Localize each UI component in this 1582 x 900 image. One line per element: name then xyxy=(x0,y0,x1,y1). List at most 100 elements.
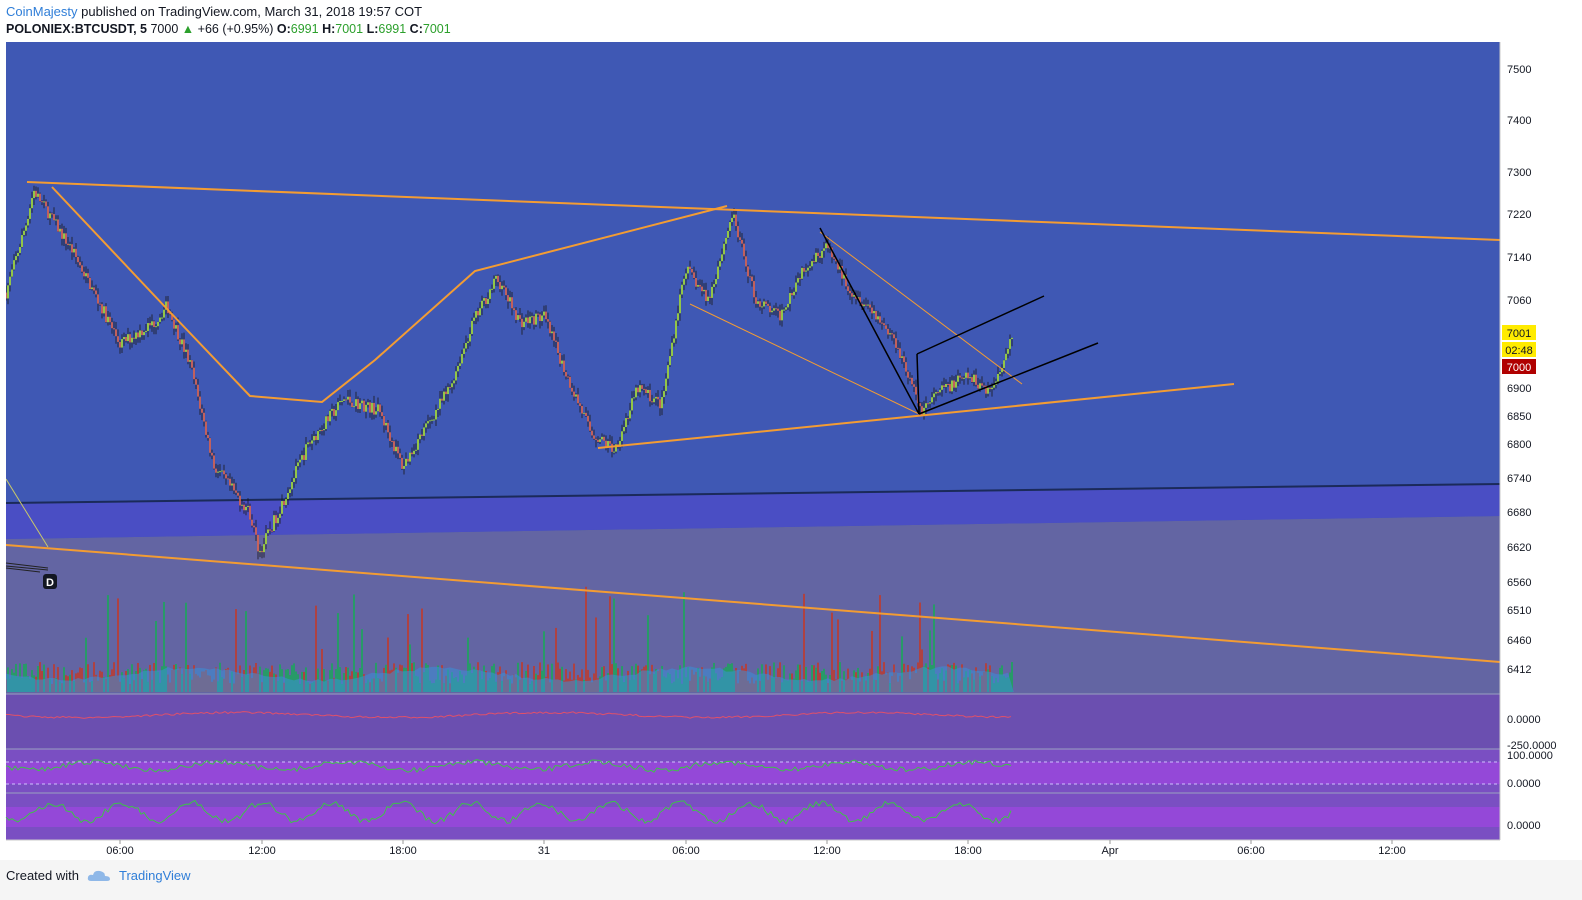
candle-body xyxy=(965,372,967,378)
open-value: 6991 xyxy=(290,22,319,36)
flag-left xyxy=(916,353,920,415)
candle-body xyxy=(787,303,789,308)
candle-body xyxy=(767,303,769,306)
volume-bar xyxy=(407,614,409,692)
tradingview-cloud-icon xyxy=(87,870,110,881)
candle-body xyxy=(449,387,451,389)
candle-body xyxy=(193,367,195,380)
volume-bar xyxy=(387,637,389,692)
candle-body xyxy=(185,349,187,352)
candle-body xyxy=(349,396,351,403)
author-link[interactable]: CoinMajesty xyxy=(6,4,78,19)
candle-body xyxy=(429,420,431,422)
candle-body xyxy=(331,408,333,411)
candle-body xyxy=(525,317,527,322)
indicator-line-3 xyxy=(5,799,1012,825)
candle-body xyxy=(727,230,729,238)
candle-body xyxy=(319,430,321,432)
candle-body xyxy=(723,243,725,255)
candle-body xyxy=(847,286,849,291)
candle-body xyxy=(561,360,563,364)
candle-body xyxy=(487,298,489,305)
volume-bar xyxy=(235,609,237,692)
price-axis-ticks: 7500 7400 7300 7220 7140 7060 6900 6850 6800 6740… xyxy=(1507,64,1531,676)
candle-body xyxy=(47,206,49,219)
candle-body xyxy=(645,389,647,393)
candle-body xyxy=(783,309,785,311)
candle-body xyxy=(191,360,193,368)
candle-body xyxy=(477,311,479,316)
candle-body xyxy=(1011,337,1013,340)
candle-body xyxy=(21,235,23,247)
up-arrow-icon: ▲ xyxy=(181,22,195,36)
time-tick-label: 12:00 xyxy=(248,845,276,857)
price-axis[interactable] xyxy=(1500,42,1582,840)
candle-body xyxy=(591,430,593,436)
candle-body xyxy=(895,338,897,348)
countdown-label: 02:48 xyxy=(1505,345,1533,357)
candle-body xyxy=(211,452,213,456)
event-marker[interactable] xyxy=(43,574,57,589)
time-axis[interactable] xyxy=(0,840,1582,860)
volume-bar xyxy=(163,601,165,692)
candle-body xyxy=(971,377,973,382)
volume-bar xyxy=(245,611,247,692)
price-tick-label: 6850 xyxy=(1507,411,1531,423)
volume-bar xyxy=(817,662,819,692)
candle-body xyxy=(347,396,349,400)
volume-bar xyxy=(331,663,333,692)
candle-body xyxy=(709,296,711,298)
candle-body xyxy=(223,470,225,475)
candle-body xyxy=(227,478,229,480)
candle-body xyxy=(945,383,947,388)
candle-body xyxy=(571,387,573,392)
candle-body xyxy=(641,385,643,389)
volume-bar xyxy=(783,665,785,692)
candle-body xyxy=(673,338,675,343)
candle-body xyxy=(643,388,645,390)
candle-body xyxy=(985,385,987,394)
price-chart[interactable]: D 7500 7400 7300 7220 7140 7060 6900 6850 6800 67… xyxy=(0,42,1582,860)
candle-body xyxy=(899,348,901,358)
candle-body xyxy=(71,244,73,253)
footer: Created with TradingView xyxy=(0,860,1582,900)
time-tick-label: 12:00 xyxy=(813,845,841,857)
volume-bar xyxy=(797,664,799,692)
candle-body xyxy=(873,311,875,314)
time-tick-label: Apr xyxy=(1101,845,1118,857)
candle-body xyxy=(543,311,545,316)
volume-bar xyxy=(1011,662,1013,692)
candle-body xyxy=(149,323,151,326)
candle-body xyxy=(779,310,781,321)
candle-body xyxy=(635,387,637,398)
indicator-lines xyxy=(5,711,1012,825)
candle-body xyxy=(607,441,609,447)
volume-bar xyxy=(609,596,611,692)
candle-body xyxy=(699,284,701,287)
candle-body xyxy=(447,387,449,395)
time-tick-label: 18:00 xyxy=(954,845,982,857)
pane-tick-label: 0.0000 xyxy=(1507,820,1541,832)
candle-body xyxy=(997,373,999,382)
candle-body xyxy=(867,304,869,306)
candle-body xyxy=(647,389,649,393)
candle-body xyxy=(669,356,671,366)
candle-body xyxy=(235,490,237,493)
candle-body xyxy=(513,308,515,311)
candle-body xyxy=(831,247,833,258)
candle-body xyxy=(1001,368,1003,373)
candle-body xyxy=(439,398,441,409)
volume-bar xyxy=(37,665,39,692)
candle-body xyxy=(943,385,945,388)
volume-bar xyxy=(521,662,523,692)
candle-body xyxy=(467,341,469,343)
candle-body xyxy=(105,306,107,323)
candle-body xyxy=(31,198,33,209)
time-tick-label: 06:00 xyxy=(1237,845,1265,857)
candle-body xyxy=(659,399,661,409)
candle-body xyxy=(563,360,565,373)
candle-body xyxy=(33,190,35,199)
candle-body xyxy=(189,360,191,362)
tradingview-link[interactable]: TradingView xyxy=(118,868,191,883)
